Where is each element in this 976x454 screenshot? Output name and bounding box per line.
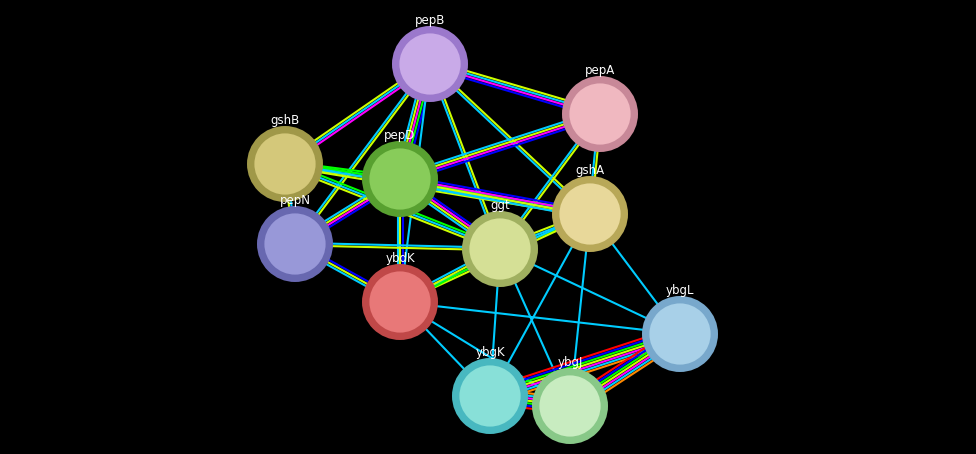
Circle shape — [362, 141, 438, 217]
Circle shape — [458, 364, 522, 428]
Circle shape — [468, 217, 532, 281]
Circle shape — [257, 206, 333, 282]
Text: ybgL: ybgL — [666, 284, 694, 297]
Text: ggt: ggt — [490, 199, 509, 212]
Circle shape — [263, 212, 327, 276]
Circle shape — [368, 270, 432, 334]
Text: pepN: pepN — [279, 194, 310, 207]
Circle shape — [392, 26, 468, 102]
Circle shape — [362, 264, 438, 340]
Circle shape — [462, 211, 538, 287]
Circle shape — [552, 176, 628, 252]
Circle shape — [452, 358, 528, 434]
Circle shape — [642, 296, 718, 372]
Text: gshA: gshA — [576, 164, 604, 177]
Text: pepB: pepB — [415, 14, 445, 27]
Circle shape — [247, 126, 323, 202]
Text: ybgJ: ybgJ — [557, 356, 583, 369]
Circle shape — [538, 374, 602, 438]
Circle shape — [398, 32, 462, 96]
Circle shape — [568, 82, 632, 146]
Circle shape — [253, 132, 317, 196]
Circle shape — [532, 368, 608, 444]
Circle shape — [562, 76, 638, 152]
Text: ybdK: ybdK — [386, 252, 415, 265]
Circle shape — [558, 182, 622, 246]
Text: ybgK: ybgK — [475, 346, 505, 359]
Circle shape — [648, 302, 712, 366]
Text: pepD: pepD — [385, 129, 416, 142]
Text: gshB: gshB — [270, 114, 300, 127]
Text: pepA: pepA — [585, 64, 615, 77]
Circle shape — [368, 147, 432, 211]
